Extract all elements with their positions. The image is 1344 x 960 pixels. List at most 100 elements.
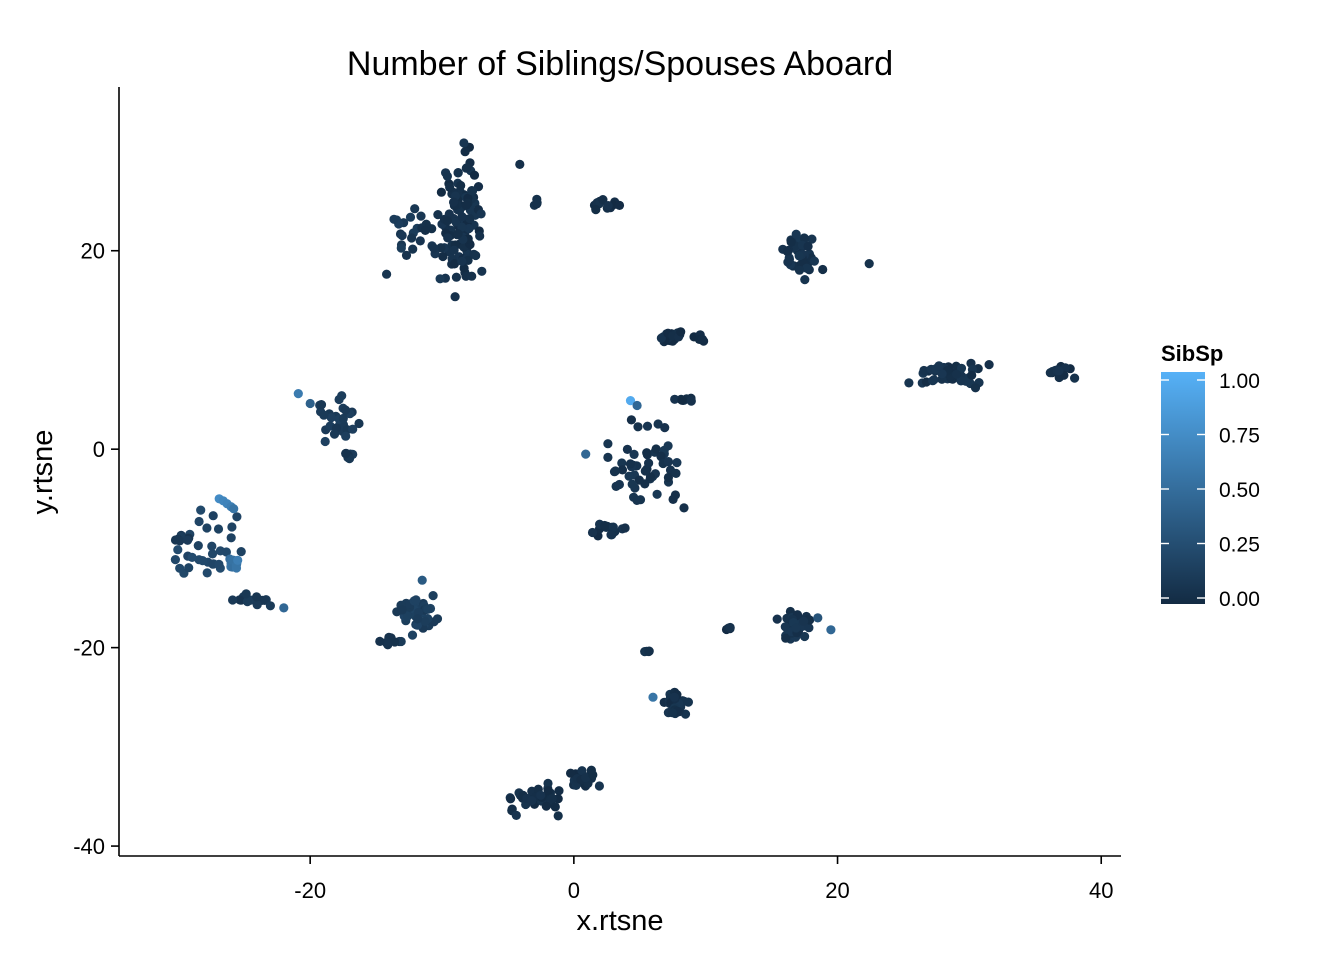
data-point-426 [187, 552, 197, 563]
data-point-300 [1054, 366, 1064, 376]
y-tick-label: -20 [73, 636, 105, 661]
data-point-389 [614, 479, 625, 490]
data-point-393 [644, 458, 654, 468]
data-point-235 [676, 327, 686, 337]
data-point-51 [445, 182, 455, 192]
data-point-437 [196, 505, 206, 515]
data-point-569 [772, 614, 782, 624]
data-point-379 [663, 472, 674, 483]
colorbar-tick-label: 0.00 [1219, 588, 1260, 611]
data-point-365 [626, 415, 637, 425]
data-point-98 [443, 233, 453, 243]
colorbar-tick-label: 0.25 [1219, 534, 1260, 557]
x-tick-label: -20 [294, 878, 326, 903]
data-point-508 [432, 614, 443, 624]
plot-area: -20 0 20 40 -40 -20 0 20 [73, 87, 1121, 903]
data-point-695 [632, 400, 642, 411]
data-point-438 [175, 563, 185, 573]
data-point-382 [617, 465, 628, 475]
data-point-436 [193, 541, 203, 551]
color-legend: SibSp 0.00 0.25 0.50 0.75 1.00 [1161, 341, 1260, 611]
data-point-114 [457, 222, 467, 232]
data-point-69 [453, 168, 463, 178]
y-axis-label: y.rtsne [27, 430, 59, 515]
data-point-394 [603, 439, 613, 449]
data-point-526 [397, 605, 407, 615]
data-point-280 [937, 369, 947, 379]
data-point-359 [668, 494, 678, 504]
data-point-115 [457, 256, 467, 266]
x-tick-label: 20 [825, 878, 849, 903]
data-point-422 [202, 568, 212, 578]
data-point-231 [656, 333, 667, 343]
data-point-79 [451, 272, 461, 282]
data-point-281 [951, 369, 962, 379]
data-point-375 [625, 459, 636, 469]
data-point-414 [608, 522, 618, 532]
data-point-240 [697, 334, 708, 344]
data-point-625 [644, 646, 654, 657]
data-point-204 [803, 241, 813, 251]
data-point-205 [802, 263, 812, 273]
data-point-664 [550, 802, 560, 812]
data-point-330 [334, 394, 344, 405]
data-point-73 [469, 170, 480, 180]
data-point-48 [459, 138, 469, 148]
data-point-442 [194, 516, 204, 527]
data-point-616 [669, 692, 680, 702]
data-point-113 [449, 197, 459, 207]
data-point-208 [784, 255, 795, 265]
colorbar-tick-label: 0.75 [1219, 425, 1260, 448]
data-point-383 [660, 423, 670, 433]
data-point-251 [904, 378, 914, 388]
data-point-455 [170, 535, 181, 545]
data-point-576 [780, 622, 790, 632]
data-point-328 [329, 429, 340, 439]
data-point-380 [656, 451, 666, 461]
data-point-131 [397, 230, 407, 241]
data-point-136 [405, 212, 416, 222]
data-point-331 [341, 405, 351, 415]
data-point-121 [415, 236, 425, 246]
data-point-703 [648, 692, 658, 702]
data-point-396 [663, 457, 674, 467]
data-point-270 [919, 365, 929, 376]
data-point-13 [477, 266, 487, 276]
data-point-480 [241, 589, 251, 599]
data-point-639 [553, 811, 563, 821]
data-point-655 [527, 796, 537, 806]
data-point-416 [587, 527, 598, 538]
data-point-363 [642, 448, 652, 458]
data-point-448 [214, 559, 224, 569]
data-point-354 [603, 452, 613, 462]
data-point-521 [420, 616, 430, 627]
data-point-82 [449, 259, 460, 269]
data-point-444 [232, 512, 242, 522]
data-point-29 [438, 251, 448, 262]
data-point-187 [807, 234, 817, 244]
data-point-420 [226, 533, 236, 543]
data-point-137 [382, 269, 392, 279]
data-point-534 [375, 636, 385, 647]
data-point-706 [279, 603, 289, 613]
data-point-100 [476, 209, 486, 219]
data-point-708 [305, 398, 315, 409]
data-point-485 [407, 630, 418, 640]
colorbar-tick-label: 0.50 [1219, 479, 1260, 502]
data-point-417 [600, 520, 610, 531]
data-point-377 [634, 475, 644, 485]
data-point-441 [215, 546, 225, 556]
data-point-195 [782, 246, 793, 257]
data-point-105 [442, 216, 452, 226]
data-point-282 [928, 376, 938, 386]
y-axis-ticks: -40 -20 0 20 [73, 239, 119, 859]
colorbar-ticks: 0.00 0.25 0.50 0.75 1.00 [1161, 370, 1260, 611]
data-point-683 [577, 766, 587, 776]
data-point-209 [794, 265, 805, 275]
data-point-385 [610, 466, 621, 476]
data-point-127 [435, 274, 445, 284]
data-point-141 [407, 233, 417, 243]
data-point-111 [461, 200, 471, 210]
data-point-659 [506, 794, 516, 804]
data-point-527 [412, 614, 423, 624]
